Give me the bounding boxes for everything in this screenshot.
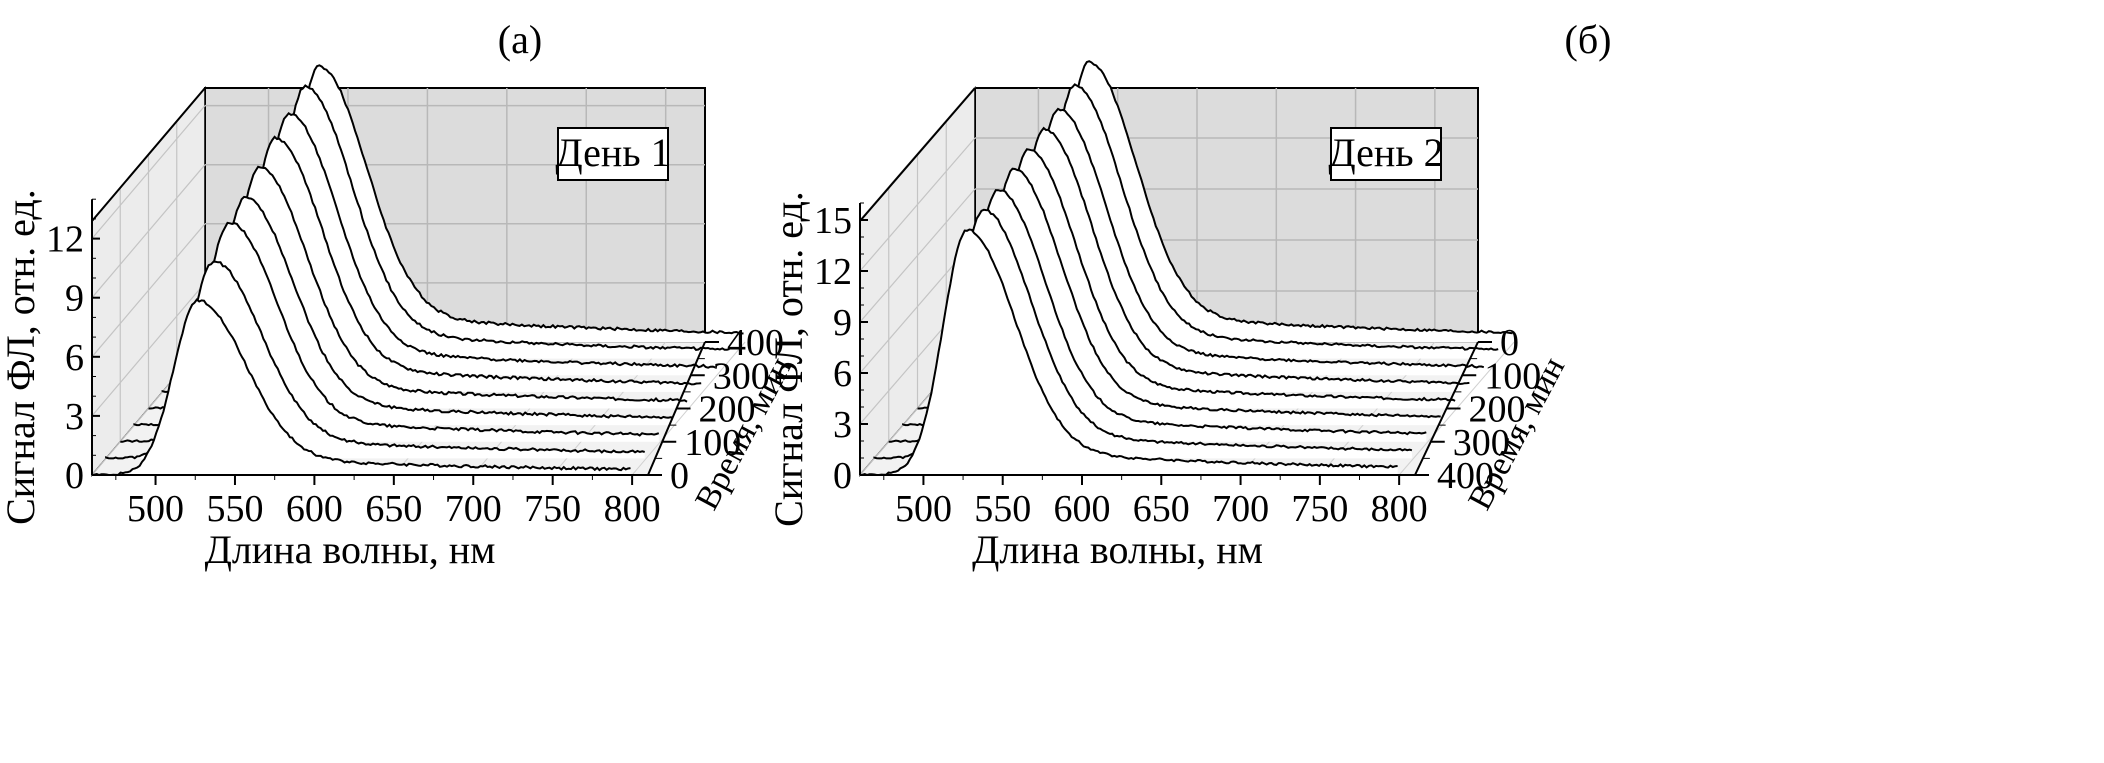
z-tick-label: 100 [1484,355,1541,397]
y-tick-label: 12 [46,219,84,261]
x-tick-label: 500 [127,488,184,530]
chart-panel-a: (а) 0 3 6 9 12 500 550 600 650 700 750 800 0 100 200 30… [0,17,799,572]
z-tick-label: 200 [699,389,756,431]
x-tick-label: 750 [1291,488,1348,530]
z-tick-label: 300 [1453,422,1510,464]
x-tick-label: 650 [1133,488,1190,530]
series-fill [92,299,631,475]
x-tick-label: 600 [1054,488,1111,530]
x-tick-label: 600 [286,488,343,530]
x-tick-label: 650 [365,488,422,530]
x-tick-label: 800 [1371,488,1428,530]
y-axis-label: Сигнал ФЛ, отн. ед. [766,191,811,527]
y-tick-label: 9 [833,302,852,344]
z-tick-label: 400 [727,322,784,364]
box-edge [859,87,976,222]
x-tick-label: 750 [524,488,581,530]
y-tick-label: 6 [833,353,852,395]
y-tick-label: 15 [814,200,852,242]
series-group [91,64,744,477]
chart-panel-b: (б) 0 3 6 9 12 15 500 550 600 650 700 750 800 0 100 200… [766,0,2104,763]
y-tick-label: 6 [65,337,84,379]
z-tick-label: 400 [1437,455,1494,497]
series-group [859,60,1513,477]
annotation-text: День 2 [1328,130,1443,175]
panel-label: (а) [497,17,543,62]
x-tick-label: 800 [604,488,661,530]
z-tick-label: 0 [1500,322,1519,364]
y-tick-label: 9 [65,278,84,320]
y-tick-label: 0 [833,455,852,497]
y-tick-label: 0 [65,455,84,497]
y-tick-label: 12 [814,251,852,293]
z-tick-label: 300 [713,355,770,397]
x-tick-label: 700 [445,488,502,530]
day-annotation: День 2 [1328,127,1444,181]
series-line-400 [859,228,1398,477]
y-tick-label: 3 [833,404,852,446]
x-tick-label: 550 [974,488,1031,530]
x-axis-label: Длина волны, нм [205,527,496,572]
annotation-box [557,127,669,181]
x-axis-label: Длина волны, нм [972,527,1263,572]
series-line-0 [91,298,631,477]
day-annotation: День 1 [555,127,671,181]
x-tick-label: 500 [895,488,952,530]
z-tick-label: 200 [1469,389,1526,431]
y-tick-label: 3 [65,396,84,438]
annotation-box [1330,127,1442,181]
z-tick-label: 100 [684,422,741,464]
z-tick-label: 0 [670,455,689,497]
y-axis-label: Сигнал ФЛ, отн. ед. [0,189,43,525]
x-tick-label: 700 [1212,488,1269,530]
series-fill [860,229,1398,475]
annotation-text: День 1 [555,130,670,175]
x-tick-label: 550 [206,488,263,530]
box-edge [91,87,206,222]
panel-label: (б) [1564,17,1612,62]
